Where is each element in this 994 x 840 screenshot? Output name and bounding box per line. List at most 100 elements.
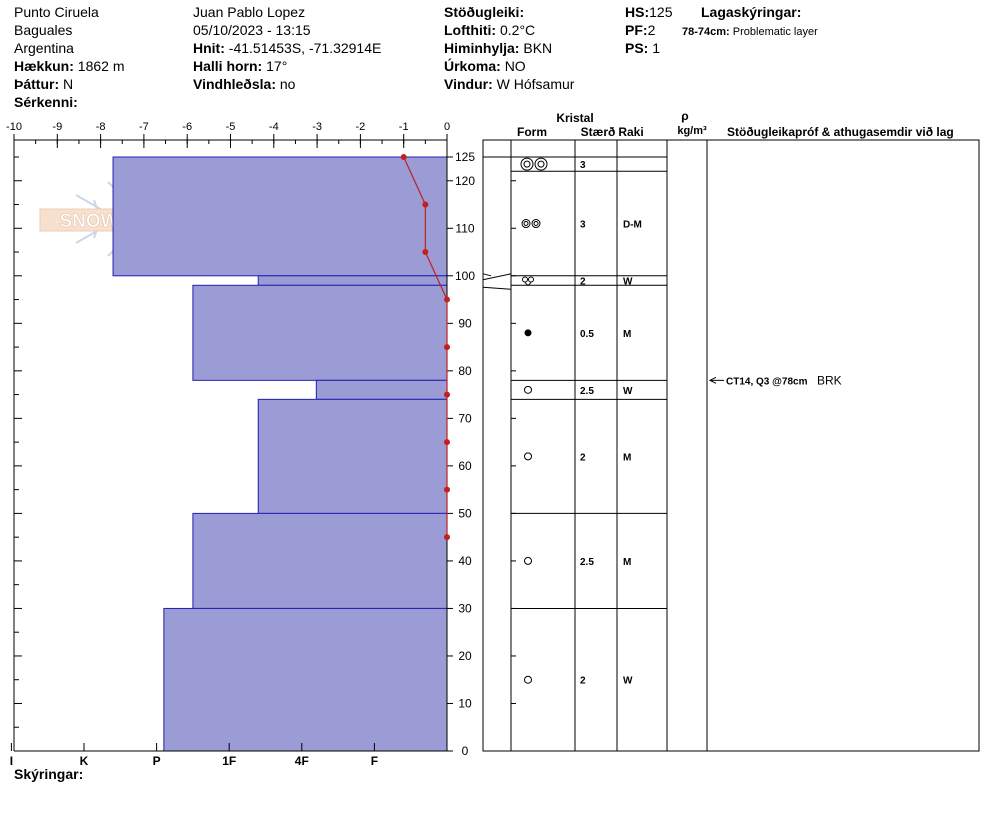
tests-header: Stöðugleikapróf & athugasemdir við lag bbox=[727, 125, 954, 139]
layer-moisture-label: M bbox=[623, 557, 631, 568]
rounded-grain-icon bbox=[524, 675, 532, 684]
ps-value-row: PS: 1 bbox=[625, 40, 660, 56]
layer-size-label: 3 bbox=[580, 160, 586, 171]
ps-label: PS: bbox=[625, 40, 649, 56]
crystal-header: Kristal bbox=[556, 111, 593, 125]
wind-loading-label: Vindhleðsla: bbox=[193, 76, 276, 92]
layer-notes-label: Lagaskýringar: bbox=[701, 4, 802, 20]
rounding-grains-icon bbox=[523, 160, 531, 168]
hardness-tick-label: 1F bbox=[222, 754, 236, 768]
sky-label: Himinhylja: bbox=[444, 40, 520, 56]
hardness-tick-label: 4F bbox=[295, 754, 309, 768]
temp-tick-label: -5 bbox=[226, 121, 236, 133]
hs-value: 125 bbox=[649, 4, 673, 20]
stability-label: Stöðugleiki: bbox=[444, 4, 525, 20]
height-tick-label: 70 bbox=[458, 411, 472, 425]
pf-value: 2 bbox=[647, 22, 656, 38]
table-frame bbox=[482, 139, 980, 752]
mixed-forms-icon bbox=[522, 276, 528, 283]
layer-moisture-label: W bbox=[623, 386, 633, 397]
temp-tick-label: -7 bbox=[139, 121, 149, 133]
hardness-layers bbox=[112, 156, 448, 752]
country-name: Argentina bbox=[14, 40, 74, 56]
rounded-grain-icon bbox=[524, 452, 532, 461]
rho-header: ρ bbox=[681, 109, 688, 123]
temp-tick-label: -8 bbox=[96, 121, 106, 133]
layer-size-label: 2 bbox=[580, 277, 586, 288]
layer-note: 78-74cm: Problematic layer bbox=[682, 24, 818, 40]
rounding-grains-icon bbox=[534, 157, 548, 171]
hardness-tick-label: K bbox=[80, 754, 89, 768]
aspect-label: Þáttur: bbox=[14, 76, 60, 92]
temp-tick-label: -2 bbox=[356, 121, 366, 133]
size-header: Stærð bbox=[581, 125, 616, 139]
hardness-tick-label: F bbox=[371, 754, 378, 768]
height-tick-label: 110 bbox=[455, 221, 474, 235]
region-name: Baguales bbox=[14, 22, 73, 38]
hardness-layer-bar bbox=[257, 275, 448, 286]
hardness-layer-bar bbox=[192, 512, 448, 609]
height-tick-label: 100 bbox=[455, 269, 475, 283]
slope-label: Halli horn: bbox=[193, 58, 263, 74]
connector-line bbox=[482, 286, 512, 290]
temp-tick-label: -9 bbox=[52, 121, 62, 133]
temp-tick-label: 0 bbox=[444, 121, 450, 133]
rounded-grain-icon bbox=[524, 556, 532, 565]
height-tick-label: 0 bbox=[462, 744, 469, 758]
location-name: Punto Ciruela bbox=[14, 4, 99, 20]
precip-label: Úrkoma: bbox=[444, 58, 501, 74]
height-tick-label: 20 bbox=[458, 649, 472, 663]
temperature-point bbox=[422, 249, 429, 256]
layer-moisture-label: W bbox=[623, 676, 633, 687]
temp-tick-label: -1 bbox=[399, 121, 409, 133]
layer-note-text: Problematic layer bbox=[732, 26, 818, 38]
layer-moisture-label: M bbox=[623, 452, 631, 463]
ps-value: 1 bbox=[652, 40, 661, 56]
density-unit-header: kg/m³ bbox=[677, 125, 707, 137]
hs-label: HS: bbox=[625, 4, 650, 20]
hardness-layer-bar bbox=[112, 156, 448, 277]
temp-tick-label: -3 bbox=[312, 121, 322, 133]
pf-value-row: PF:2 bbox=[625, 22, 655, 38]
layer-size-label: 2 bbox=[580, 452, 586, 463]
precipitation: Úrkoma: NO bbox=[444, 58, 526, 74]
slope-angle: Halli horn: 17° bbox=[193, 58, 287, 74]
elevation-label: Hækkun: bbox=[14, 58, 74, 74]
height-tick-label: 50 bbox=[458, 506, 472, 520]
height-tick-label: 10 bbox=[458, 696, 472, 710]
layer-moisture-label: M bbox=[623, 329, 631, 340]
snow-height: HS:125 bbox=[625, 4, 672, 20]
wind-loading: Vindhleðsla: no bbox=[193, 76, 295, 92]
temperature-point bbox=[444, 534, 450, 541]
melt-forms-icon bbox=[521, 219, 531, 229]
ice-layer-icon bbox=[524, 329, 532, 337]
layer-size-label: 2.5 bbox=[580, 386, 594, 397]
wind-label: Vindur: bbox=[444, 76, 493, 92]
wind: Vindur: W Hófsamur bbox=[444, 76, 574, 92]
rounded-grain-icon bbox=[524, 385, 532, 394]
aspect-value: N bbox=[63, 76, 74, 92]
hardness-tick-label: P bbox=[153, 754, 161, 768]
wind-value: W Hófsamur bbox=[496, 76, 575, 92]
chart-axes: -10 -9 -8 -7 -6 -5 -4 -3 -2 -1 0010203040506070809… bbox=[6, 121, 475, 768]
observation-datetime: 05/10/2023 - 13:15 bbox=[193, 22, 311, 38]
layer-moisture-label: D-M bbox=[623, 220, 642, 231]
form-header: Form bbox=[517, 125, 547, 139]
melt-forms-icon bbox=[531, 219, 541, 229]
layer-size-label: 2.5 bbox=[580, 557, 594, 568]
height-tick-label: 80 bbox=[458, 364, 472, 378]
temperature-point bbox=[444, 439, 450, 446]
temp-tick-label: -10 bbox=[6, 121, 22, 133]
test-note-text: CT14, Q3 @78cm bbox=[726, 376, 808, 387]
air-temp-label: Lofthiti: bbox=[444, 22, 497, 38]
temperature-profile bbox=[400, 154, 450, 541]
elevation: Hækkun: 1862 m bbox=[14, 58, 125, 74]
sky-cover: Himinhylja: BKN bbox=[444, 40, 552, 56]
temperature-point bbox=[422, 201, 429, 208]
footer-label: Skýringar: bbox=[14, 766, 84, 782]
stability-test-note: CT14, Q3 @78cm BRK bbox=[708, 373, 842, 387]
hardness-layer-bar bbox=[257, 398, 448, 514]
temp-tick-label: -6 bbox=[182, 121, 192, 133]
layer-size-label: 2 bbox=[580, 676, 586, 687]
connector-line bbox=[482, 273, 512, 281]
